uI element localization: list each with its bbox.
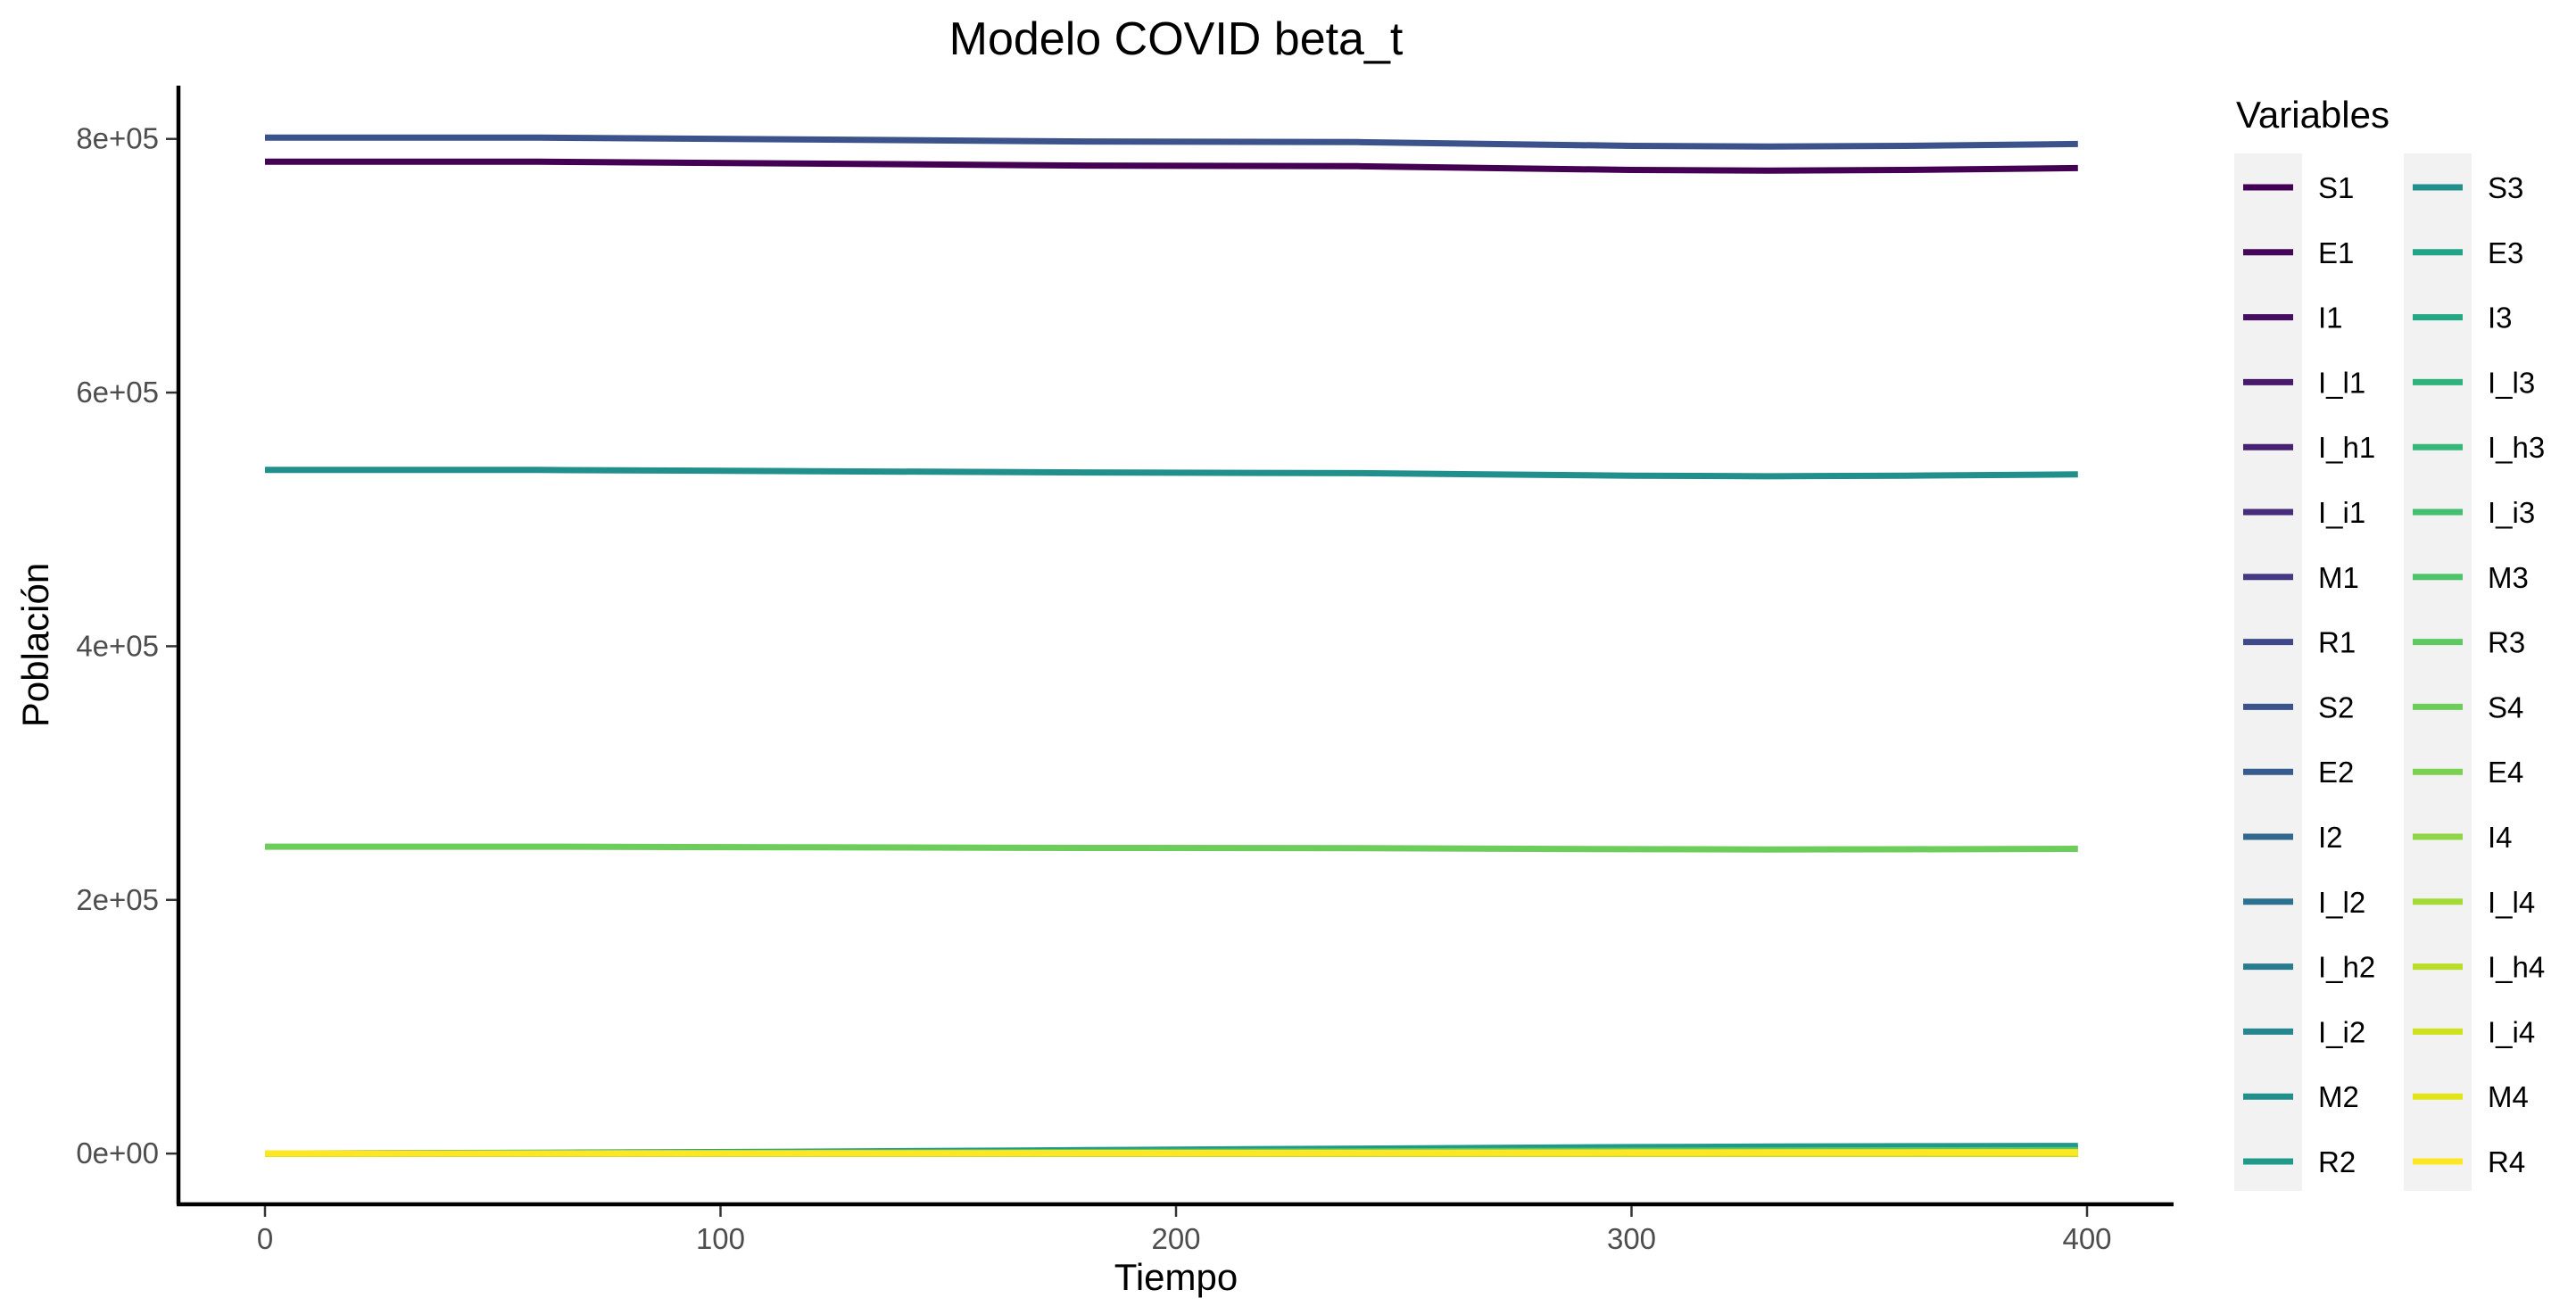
legend-item-i-h1: I_h1 — [2243, 431, 2375, 464]
legend-label: R3 — [2488, 626, 2525, 659]
legend-item-i-l2: I_l2 — [2243, 886, 2365, 919]
legend-label: I_i2 — [2318, 1015, 2365, 1048]
legend-item-r1: R1 — [2243, 626, 2356, 659]
legend-item-r4: R4 — [2413, 1145, 2525, 1178]
legend-item-e3: E3 — [2413, 236, 2523, 269]
legend-item-i-l4: I_l4 — [2413, 886, 2535, 919]
legend-label: I_i1 — [2318, 496, 2365, 529]
legend-item-m4: M4 — [2413, 1080, 2529, 1113]
series-line-s3 — [265, 467, 2078, 480]
x-ticks: 0 100 200 300 400 — [257, 1206, 2112, 1255]
legend-item-i-h4: I_h4 — [2413, 951, 2545, 984]
y-ticks: 0e+00 2e+05 4e+05 6e+05 8e+05 — [76, 122, 177, 1170]
legend-items: S1 E1 I1 I_l1 I_h1 I_i1 M1 R1 S2 E2 I2 I_l2 I_h2 I_i2… — [2243, 171, 2545, 1178]
legend-label: E3 — [2488, 236, 2523, 269]
legend-label: I2 — [2318, 821, 2343, 854]
legend-item-m2: M2 — [2243, 1080, 2359, 1113]
legend-label: M2 — [2318, 1080, 2359, 1113]
legend-item-s4: S4 — [2413, 690, 2523, 723]
legend-item-e2: E2 — [2243, 756, 2354, 789]
legend-label: E2 — [2318, 756, 2354, 789]
legend-item-i3: I3 — [2413, 302, 2513, 335]
legend-title: Variables — [2236, 94, 2390, 136]
legend-item-e1: E1 — [2243, 236, 2354, 269]
legend-label: I4 — [2488, 821, 2513, 854]
series-line-s4 — [265, 843, 2078, 853]
legend-item-i-i1: I_i1 — [2243, 496, 2365, 529]
chart-title: Modelo COVID beta_t — [949, 13, 1404, 65]
legend-item-i2: I2 — [2243, 821, 2343, 854]
y-tick-label: 6e+05 — [76, 376, 159, 409]
y-tick-label: 8e+05 — [76, 122, 159, 155]
legend-item-s3: S3 — [2413, 171, 2523, 204]
y-tick-label: 4e+05 — [76, 629, 159, 662]
legend-label: I_l4 — [2488, 886, 2535, 919]
legend-label: R1 — [2318, 626, 2356, 659]
legend-label: M3 — [2488, 561, 2529, 594]
legend-label: R4 — [2488, 1145, 2525, 1178]
y-axis-title: Población — [14, 563, 56, 727]
legend-label: M1 — [2318, 561, 2359, 594]
x-axis-title: Tiempo — [1114, 1256, 1238, 1298]
y-tick-label: 2e+05 — [76, 883, 159, 916]
legend-item-s2: S2 — [2243, 690, 2354, 723]
legend-label: E1 — [2318, 236, 2354, 269]
legend: Variables S1 E1 I1 I_l1 I_h1 I_i1 M1 R1 S2 E2 I2 I_… — [2234, 94, 2545, 1191]
legend-item-i4: I4 — [2413, 821, 2513, 854]
legend-label: S3 — [2488, 171, 2523, 204]
legend-label: R2 — [2318, 1145, 2356, 1178]
x-tick-label: 400 — [2062, 1222, 2111, 1255]
legend-label: I1 — [2318, 302, 2343, 335]
legend-label: I_h3 — [2488, 431, 2545, 464]
legend-label: I_h4 — [2488, 951, 2545, 984]
legend-label: I_l2 — [2318, 886, 2365, 919]
plot-panel: 0 100 200 300 400 0e+00 2e+05 4e+05 6e+05 8e+05 — [76, 86, 2174, 1255]
legend-key-background-col2 — [2404, 153, 2472, 1191]
legend-item-e4: E4 — [2413, 756, 2523, 789]
legend-item-s1: S1 — [2243, 171, 2354, 204]
y-tick-label: 0e+00 — [76, 1137, 159, 1170]
legend-item-r2: R2 — [2243, 1145, 2356, 1178]
legend-item-i1: I1 — [2243, 302, 2343, 335]
legend-label: S2 — [2318, 690, 2354, 723]
legend-item-m1: M1 — [2243, 561, 2359, 594]
series-line-s2 — [265, 134, 2078, 150]
legend-label: M4 — [2488, 1080, 2529, 1113]
legend-label: I3 — [2488, 302, 2513, 335]
legend-label: S1 — [2318, 171, 2354, 204]
x-tick-label: 300 — [1607, 1222, 1656, 1255]
x-tick-label: 100 — [696, 1222, 745, 1255]
legend-label: I_h2 — [2318, 951, 2375, 984]
legend-item-r3: R3 — [2413, 626, 2525, 659]
legend-label: I_i4 — [2488, 1015, 2535, 1048]
legend-item-i-h2: I_h2 — [2243, 951, 2375, 984]
x-tick-label: 0 — [257, 1222, 273, 1255]
legend-key-background-col1 — [2234, 153, 2302, 1191]
legend-label: I_i3 — [2488, 496, 2535, 529]
legend-label: I_l3 — [2488, 366, 2535, 399]
legend-label: I_l1 — [2318, 366, 2365, 399]
legend-label: E4 — [2488, 756, 2523, 789]
legend-label: S4 — [2488, 690, 2523, 723]
legend-item-i-l1: I_l1 — [2243, 366, 2365, 399]
legend-item-i-i2: I_i2 — [2243, 1015, 2365, 1048]
legend-item-i-l3: I_l3 — [2413, 366, 2535, 399]
legend-item-m3: M3 — [2413, 561, 2529, 594]
legend-item-i-i4: I_i4 — [2413, 1015, 2535, 1048]
series-group — [264, 134, 2078, 1157]
legend-item-i-i3: I_i3 — [2413, 496, 2535, 529]
series-line-s1 — [265, 158, 2078, 174]
legend-item-i-h3: I_h3 — [2413, 431, 2545, 464]
x-tick-label: 200 — [1151, 1222, 1200, 1255]
series-line-r4 — [264, 1149, 2078, 1157]
legend-label: I_h1 — [2318, 431, 2375, 464]
